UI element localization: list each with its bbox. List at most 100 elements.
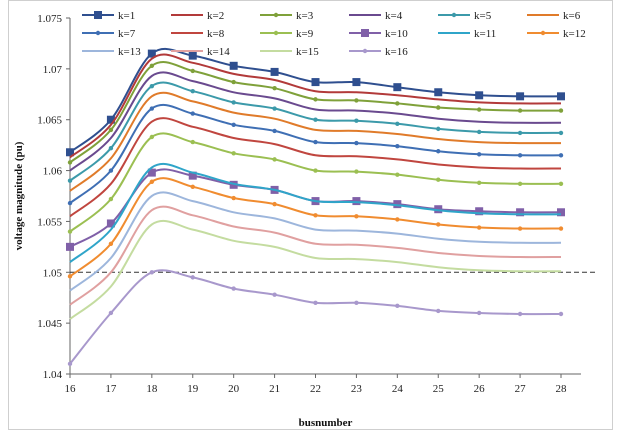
series-line-k=13 xyxy=(69,191,562,292)
x-tick-label: 27 xyxy=(515,383,527,395)
series-line-k=2 xyxy=(69,53,562,159)
x-tick-label: 22 xyxy=(310,383,321,395)
series-point-k=3 xyxy=(436,105,441,110)
legend-label: k=2 xyxy=(207,10,224,22)
series-point-k=3 xyxy=(272,85,277,91)
series-point-k=10 xyxy=(66,242,74,251)
series-point-k=9 xyxy=(272,157,277,162)
series-point-k=1 xyxy=(393,83,402,92)
series-point-k=9 xyxy=(354,169,359,174)
series-point-k=9 xyxy=(395,172,400,177)
series-line-k=6 xyxy=(69,91,562,192)
x-tick-label: 26 xyxy=(474,383,486,395)
x-tick-label: 28 xyxy=(556,383,568,395)
series-point-k=10 xyxy=(393,200,402,209)
x-tick-label: 23 xyxy=(351,383,363,395)
x-tick-label: 20 xyxy=(228,383,240,395)
legend-label: k=8 xyxy=(207,28,225,40)
series-point-k=9 xyxy=(108,196,114,202)
series-point-k=1 xyxy=(352,78,361,87)
series-point-k=7 xyxy=(149,106,155,111)
series-point-k=5 xyxy=(272,106,277,111)
legend-label: k=9 xyxy=(296,28,314,40)
series-point-k=16 xyxy=(436,308,441,314)
series-line-k=4 xyxy=(69,71,562,172)
legend-swatch-marker xyxy=(95,30,101,36)
series-point-k=10 xyxy=(516,208,525,217)
legend-swatch-marker xyxy=(451,12,457,18)
x-axis-title: busnumber xyxy=(299,417,353,429)
series-point-k=1 xyxy=(516,92,525,101)
series-point-k=7 xyxy=(313,139,318,145)
series-point-k=5 xyxy=(67,178,73,183)
series-point-k=3 xyxy=(190,68,195,74)
series-point-k=9 xyxy=(436,177,441,182)
series-point-k=3 xyxy=(558,108,564,113)
series-point-k=3 xyxy=(108,127,114,133)
series-point-k=1 xyxy=(66,148,74,157)
series-point-k=16 xyxy=(395,303,400,309)
series-point-k=5 xyxy=(231,100,236,105)
y-tick-label: 1.04 xyxy=(43,369,63,381)
series-point-k=12 xyxy=(436,222,441,227)
legend-label: k=13 xyxy=(118,46,141,58)
series-point-k=7 xyxy=(436,149,441,154)
legend-label: k=14 xyxy=(207,46,230,58)
series-point-k=1 xyxy=(147,49,156,58)
series-point-k=16 xyxy=(354,300,359,305)
series-point-k=16 xyxy=(517,311,523,317)
series-line-k=8 xyxy=(69,117,562,218)
legend-label: k=5 xyxy=(474,10,492,22)
x-tick-label: 17 xyxy=(105,383,117,395)
series-point-k=7 xyxy=(231,122,236,128)
legend-label: k=10 xyxy=(385,28,408,40)
series-point-k=5 xyxy=(476,129,482,135)
legend-label: k=15 xyxy=(296,46,319,58)
series-point-k=7 xyxy=(67,200,73,206)
series-point-k=1 xyxy=(270,67,279,76)
series-point-k=7 xyxy=(558,153,564,158)
y-tick-label: 1.06 xyxy=(43,166,63,178)
series-point-k=5 xyxy=(558,130,564,136)
series-point-k=7 xyxy=(190,111,195,116)
series-line-k=10 xyxy=(69,168,562,248)
series-point-k=7 xyxy=(517,153,523,158)
series-point-k=1 xyxy=(188,51,197,60)
series-point-k=5 xyxy=(313,117,318,122)
series-line-k=16 xyxy=(69,269,562,365)
series-point-k=12 xyxy=(354,214,359,219)
series-point-k=3 xyxy=(231,79,236,85)
series-point-k=16 xyxy=(67,361,73,367)
x-tick-label: 24 xyxy=(392,383,404,395)
series-point-k=10 xyxy=(352,197,361,206)
y-axis-title: voltage magnitude (pu) xyxy=(13,141,25,250)
y-tick-label: 1.07 xyxy=(43,64,63,76)
series-point-k=12 xyxy=(231,195,236,201)
series-point-k=16 xyxy=(108,310,114,316)
series-point-k=12 xyxy=(313,213,318,218)
series-point-k=3 xyxy=(67,160,73,165)
series-point-k=12 xyxy=(272,201,277,207)
series-point-k=16 xyxy=(558,311,564,317)
series-point-k=16 xyxy=(231,286,236,291)
series-point-k=9 xyxy=(476,180,482,185)
series-point-k=10 xyxy=(106,219,115,228)
legend-swatch-marker xyxy=(540,30,546,36)
series-point-k=9 xyxy=(190,139,195,145)
legend-label: k=6 xyxy=(563,10,581,22)
series-point-k=10 xyxy=(475,207,484,216)
series-point-k=3 xyxy=(395,101,400,106)
y-tick-label: 1.075 xyxy=(37,13,62,25)
series-point-k=9 xyxy=(231,151,236,156)
series-point-k=5 xyxy=(436,126,441,132)
series-point-k=12 xyxy=(395,217,400,222)
series-line-k=12 xyxy=(69,177,562,278)
series-line-k=3 xyxy=(69,61,562,164)
series-point-k=5 xyxy=(190,89,195,94)
series-point-k=7 xyxy=(354,140,359,146)
series-point-k=1 xyxy=(229,61,238,70)
series-point-k=9 xyxy=(517,181,523,186)
series-point-k=12 xyxy=(108,241,114,247)
series-line-k=14 xyxy=(69,205,562,306)
